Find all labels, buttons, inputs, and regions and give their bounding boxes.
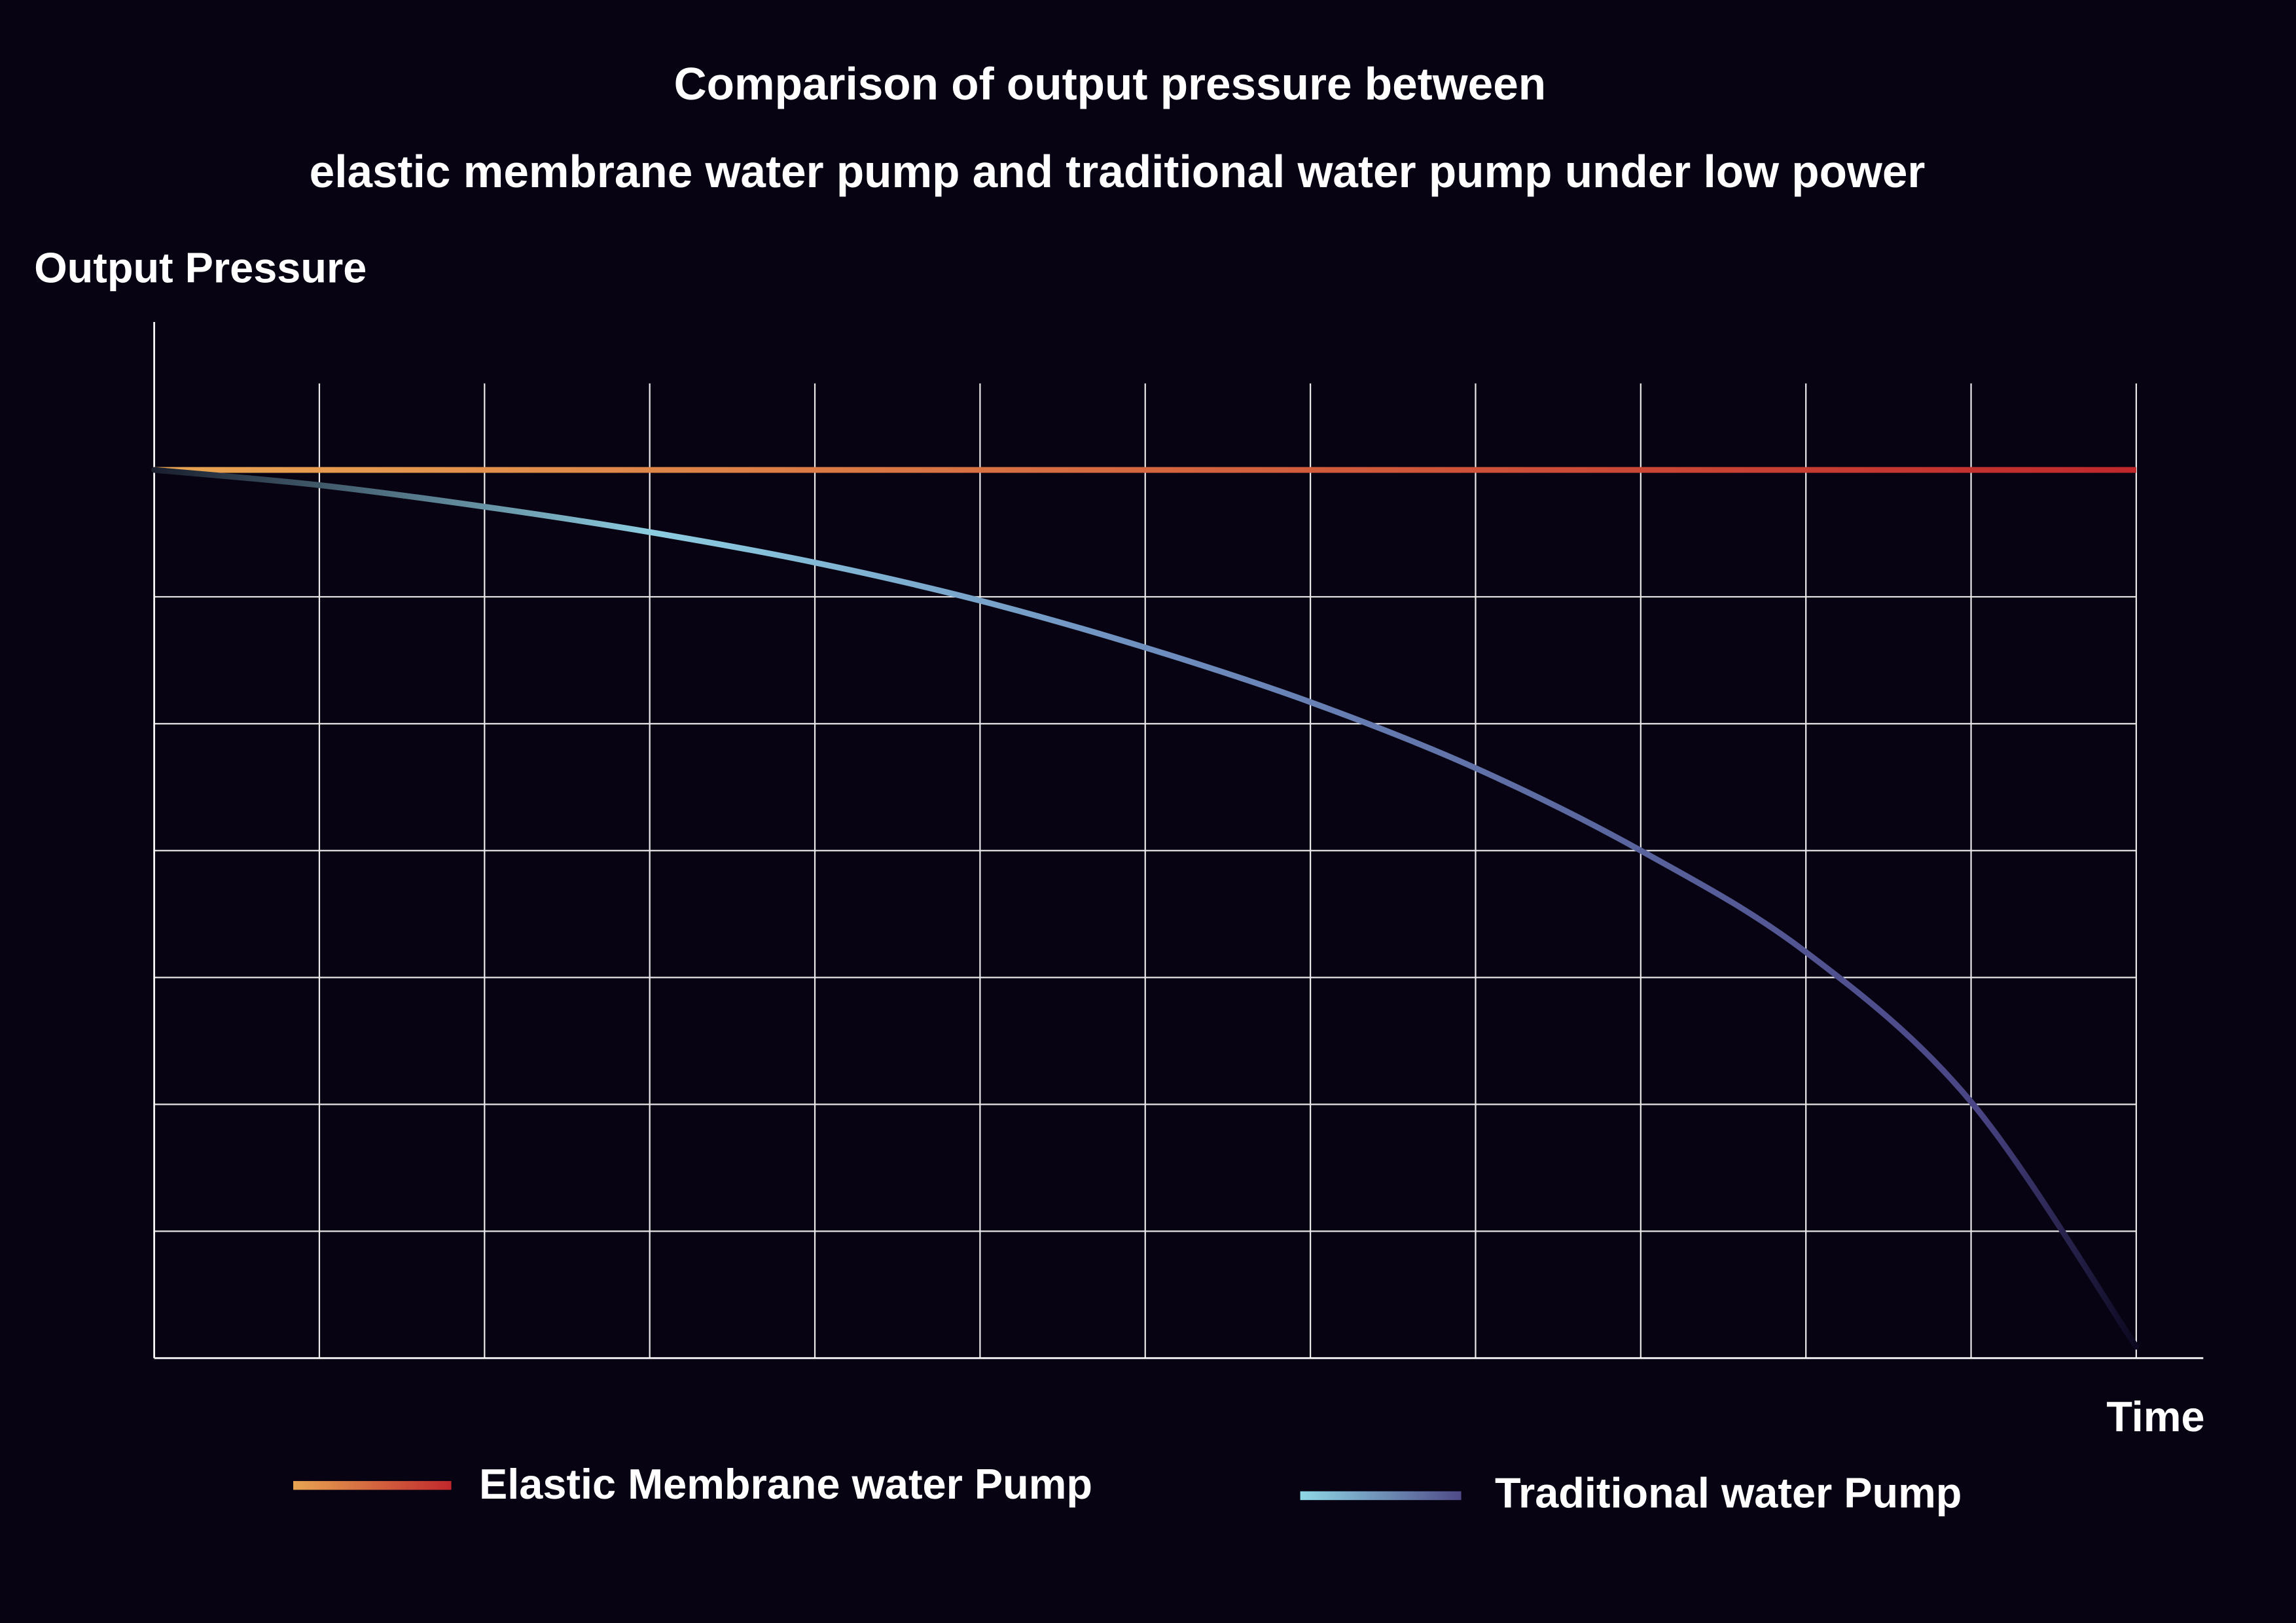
y-axis-label: Output Pressure (34, 244, 367, 292)
series-line-traditional (151, 467, 2140, 1350)
legend-label-traditional: Traditional water Pump (1495, 1469, 1962, 1516)
grid (154, 383, 2138, 1359)
chart-title-line1: Comparison of output pressure between (674, 58, 1546, 109)
x-axis-label: Time (2106, 1393, 2204, 1440)
chart-title-line2: elastic membrane water pump and traditio… (310, 146, 1926, 197)
legend-label-elastic: Elastic Membrane water Pump (479, 1460, 1092, 1508)
legend-swatch-traditional (1300, 1491, 1462, 1501)
legend-swatch-elastic (293, 1481, 452, 1490)
legend: Elastic Membrane water Pump Traditional … (293, 1460, 1962, 1516)
